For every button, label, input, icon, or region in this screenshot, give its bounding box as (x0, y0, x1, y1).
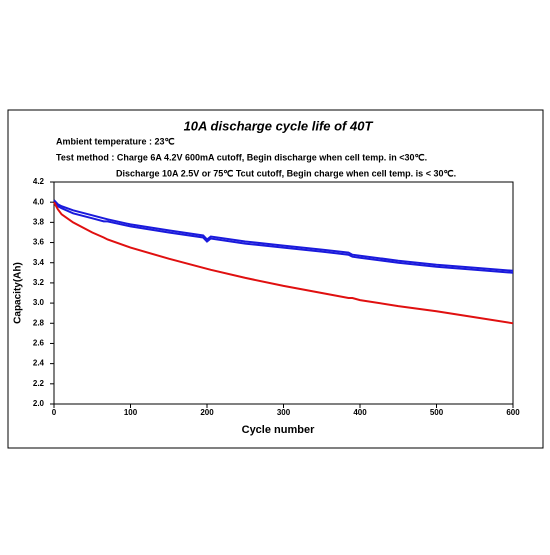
plot-area (53, 181, 514, 405)
y-tick-label: 2.8 (33, 318, 45, 327)
chart-frame (7, 109, 544, 449)
chart-title: 10A discharge cycle life of 40T (184, 118, 374, 133)
y-tick-label: 2.0 (33, 399, 45, 408)
y-tick-label: 3.0 (33, 298, 45, 307)
y-tick-label: 4.0 (33, 197, 45, 206)
x-axis-label: Cycle number (242, 424, 315, 436)
x-tick-label: 0 (52, 408, 57, 417)
x-tick-label: 600 (506, 408, 520, 417)
annotation: Discharge 10A 2.5V or 75℃ Tcut cutoff, B… (116, 168, 456, 178)
y-tick-label: 3.2 (33, 278, 45, 287)
y-tick-label: 2.2 (33, 379, 45, 388)
series-line (53, 201, 514, 325)
y-tick-label: 4.2 (33, 177, 45, 186)
x-tick-label: 400 (353, 408, 367, 417)
y-axis-label: Capacity(Ah) (13, 262, 24, 324)
y-tick-label: 3.4 (33, 258, 45, 267)
y-tick-label: 3.8 (33, 217, 45, 226)
annotation: Ambient temperature : 23℃ (56, 136, 175, 146)
series-line (53, 199, 514, 272)
series-line (53, 201, 514, 274)
y-tick-label: 2.6 (33, 339, 45, 348)
x-tick-label: 300 (277, 408, 291, 417)
x-tick-label: 200 (200, 408, 214, 417)
x-tick-label: 100 (124, 408, 138, 417)
y-tick-label: 2.4 (33, 359, 45, 368)
y-tick-label: 3.6 (33, 238, 45, 247)
annotation: Test method : Charge 6A 4.2V 600mA cutof… (56, 152, 427, 162)
x-tick-label: 500 (430, 408, 444, 417)
